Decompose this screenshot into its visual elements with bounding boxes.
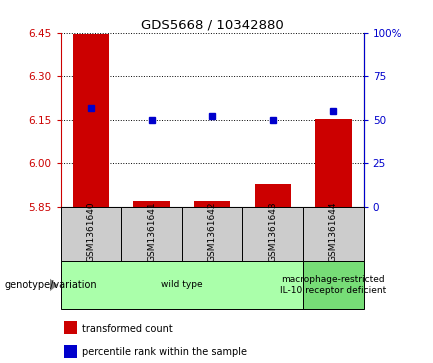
Bar: [315, 119, 352, 207]
Bar: [255, 184, 291, 207]
Text: percentile rank within the sample: percentile rank within the sample: [82, 347, 247, 357]
Bar: [303, 207, 364, 261]
Text: genotype/variation: genotype/variation: [4, 280, 97, 290]
Text: GSM1361641: GSM1361641: [147, 201, 156, 262]
Bar: [64, 345, 78, 358]
Text: GSM1361643: GSM1361643: [268, 201, 277, 262]
Polygon shape: [50, 278, 58, 291]
Bar: [242, 207, 303, 261]
Text: macrophage-restricted
IL-10 receptor deficient: macrophage-restricted IL-10 receptor def…: [280, 275, 387, 295]
Bar: [73, 33, 109, 207]
Bar: [64, 321, 78, 334]
Bar: [194, 200, 230, 207]
Text: GSM1361644: GSM1361644: [329, 201, 338, 262]
Bar: [61, 207, 121, 261]
Bar: [182, 207, 242, 261]
Text: wild type: wild type: [161, 281, 203, 289]
Bar: [121, 207, 182, 261]
Title: GDS5668 / 10342880: GDS5668 / 10342880: [141, 19, 284, 32]
Text: GSM1361642: GSM1361642: [208, 201, 216, 262]
Text: transformed count: transformed count: [82, 324, 173, 334]
Text: GSM1361640: GSM1361640: [87, 201, 95, 262]
Bar: [303, 261, 364, 309]
Bar: [61, 261, 303, 309]
Bar: [133, 200, 170, 207]
